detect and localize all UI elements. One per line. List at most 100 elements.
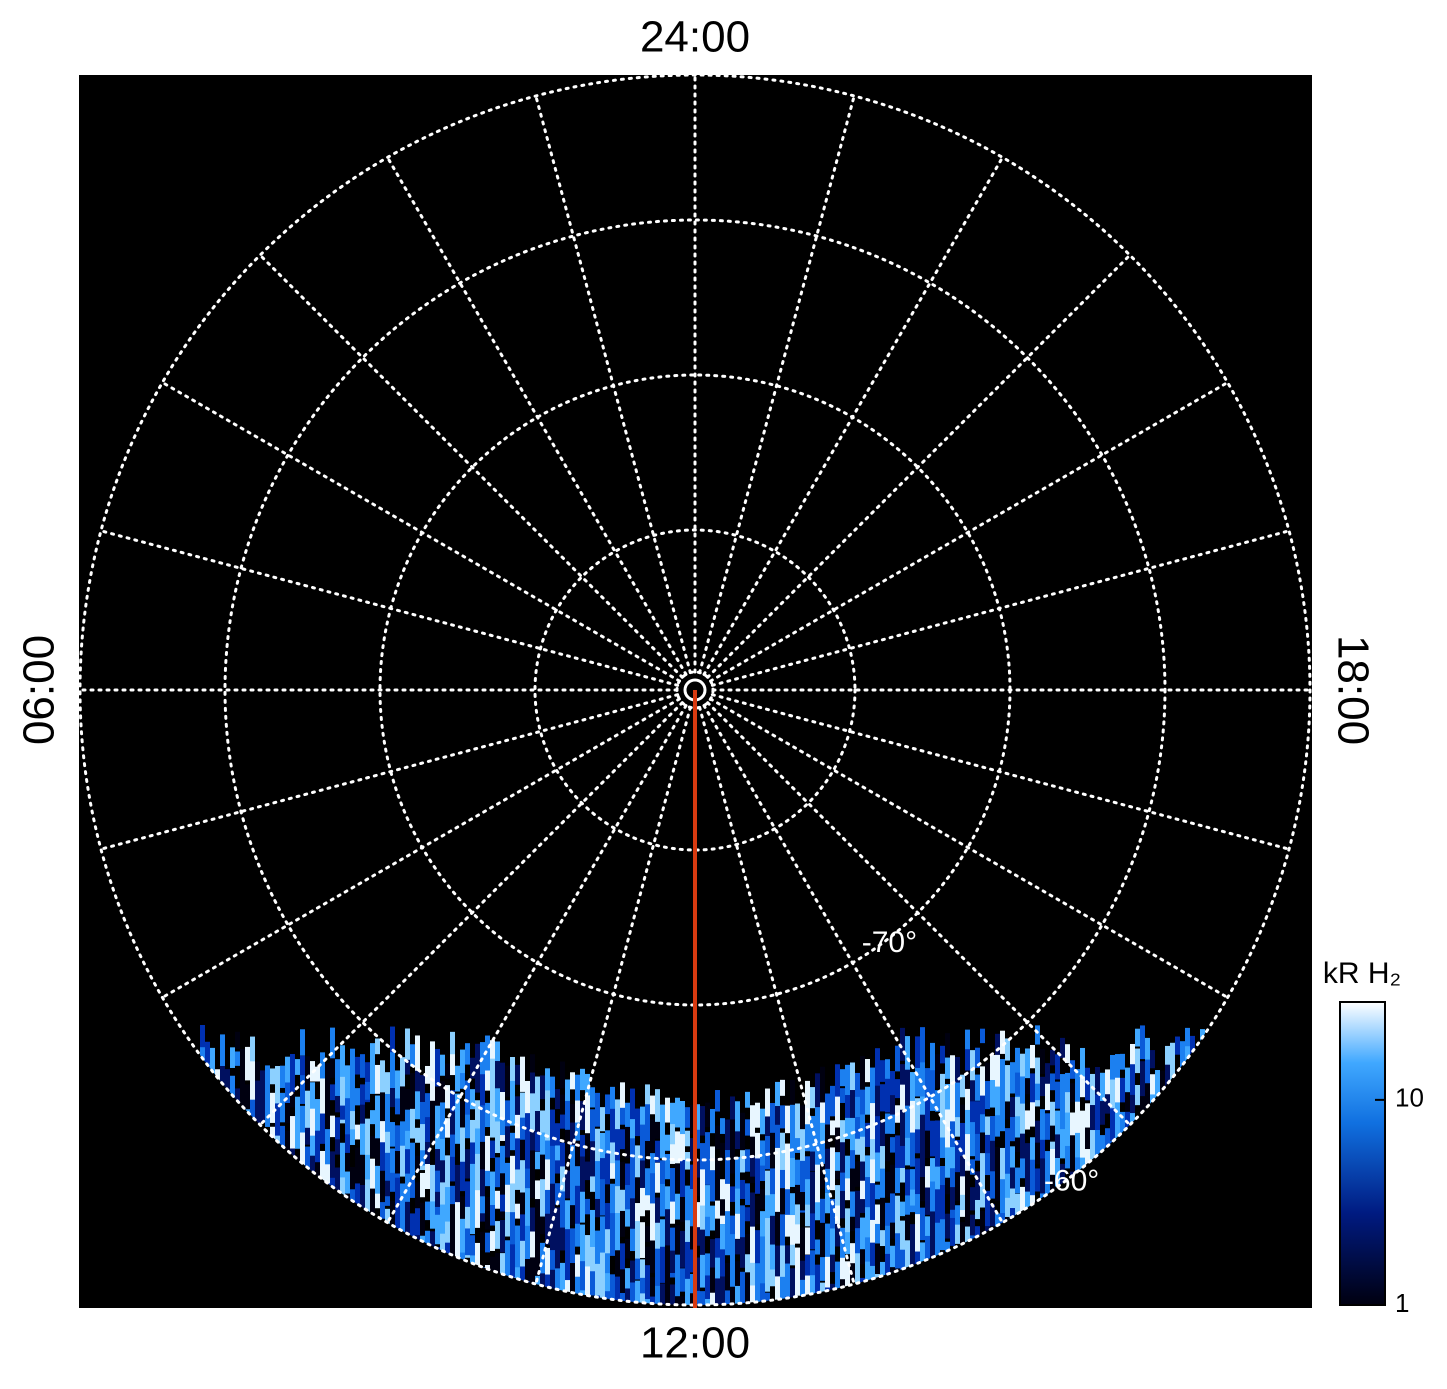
emission-pixel bbox=[650, 1119, 655, 1173]
emission-pixel bbox=[1055, 1110, 1060, 1138]
emission-pixel bbox=[975, 1047, 980, 1068]
emission-pixel bbox=[1080, 1308, 1085, 1334]
emission-pixel bbox=[1015, 1167, 1020, 1194]
emission-pixel bbox=[715, 1238, 720, 1259]
emission-pixel bbox=[855, 1096, 860, 1127]
emission-pixel bbox=[630, 1282, 635, 1305]
emission-pixel bbox=[525, 1132, 530, 1183]
emission-pixel bbox=[945, 1057, 950, 1079]
emission-pixel bbox=[255, 1080, 260, 1120]
emission-pixel bbox=[330, 1151, 335, 1188]
emission-pixel bbox=[555, 1089, 560, 1110]
emission-pixel bbox=[650, 1240, 655, 1273]
emission-pixel bbox=[700, 1143, 705, 1173]
emission-pixel bbox=[970, 1050, 975, 1081]
emission-pixel bbox=[575, 1223, 580, 1247]
emission-pixel bbox=[1045, 1113, 1050, 1140]
emission-pixel bbox=[610, 1086, 615, 1124]
emission-pixel bbox=[675, 1131, 680, 1164]
emission-pixel bbox=[720, 1249, 725, 1298]
emission-pixel bbox=[620, 1161, 625, 1212]
emission-pixel bbox=[535, 1151, 540, 1170]
emission-pixel bbox=[915, 1214, 920, 1264]
emission-pixel bbox=[485, 1102, 490, 1128]
emission-pixel bbox=[1080, 1047, 1085, 1093]
emission-pixel bbox=[755, 1196, 760, 1225]
emission-pixel bbox=[405, 1059, 410, 1075]
emission-pixel bbox=[625, 1185, 630, 1213]
emission-pixel bbox=[680, 1230, 685, 1268]
emission-pixel bbox=[640, 1160, 645, 1202]
emission-pixel bbox=[515, 1246, 520, 1278]
emission-pixel bbox=[1010, 1146, 1015, 1177]
emission-pixel bbox=[500, 1194, 505, 1212]
emission-pixel bbox=[715, 1257, 720, 1289]
emission-pixel bbox=[530, 1231, 535, 1264]
emission-pixel bbox=[565, 1200, 570, 1238]
emission-pixel bbox=[345, 1171, 350, 1209]
emission-pixel bbox=[715, 1178, 720, 1212]
emission-pixel bbox=[950, 1187, 955, 1210]
emission-pixel bbox=[920, 1177, 925, 1202]
emission-pixel bbox=[510, 1212, 515, 1254]
emission-pixel bbox=[815, 1264, 820, 1305]
emission-pixel bbox=[485, 1035, 490, 1078]
emission-pixel bbox=[745, 1183, 750, 1205]
emission-pixel bbox=[510, 1099, 515, 1126]
emission-pixel bbox=[650, 1296, 655, 1305]
emission-pixel bbox=[655, 1162, 660, 1193]
emission-pixel bbox=[575, 1185, 580, 1231]
emission-pixel bbox=[560, 1262, 565, 1301]
emission-pixel bbox=[1015, 1072, 1020, 1096]
emission-pixel bbox=[350, 1111, 355, 1139]
emission-pixel bbox=[820, 1222, 825, 1266]
emission-pixel bbox=[955, 1172, 960, 1201]
emission-pixel bbox=[780, 1079, 785, 1096]
emission-pixel bbox=[575, 1166, 580, 1192]
emission-pixel bbox=[720, 1276, 725, 1305]
emission-pixel bbox=[1005, 1173, 1010, 1208]
emission-pixel bbox=[1000, 1179, 1005, 1223]
emission-pixel bbox=[670, 1168, 675, 1213]
emission-pixel bbox=[410, 1142, 415, 1185]
emission-pixel bbox=[950, 1086, 955, 1134]
emission-pixel bbox=[1135, 1048, 1140, 1074]
emission-pixel bbox=[555, 1183, 560, 1205]
emission-pixel bbox=[355, 1147, 360, 1186]
emission-pixel bbox=[560, 1191, 565, 1228]
emission-pixel bbox=[480, 1169, 485, 1222]
emission-pixel bbox=[925, 1187, 930, 1215]
emission-pixel bbox=[885, 1113, 890, 1136]
emission-pixel bbox=[495, 1121, 500, 1154]
emission-pixel bbox=[425, 1142, 430, 1173]
emission-pixel bbox=[650, 1173, 655, 1218]
emission-pixel bbox=[370, 1136, 375, 1158]
emission-pixel bbox=[375, 1193, 380, 1209]
emission-pixel bbox=[1100, 1072, 1105, 1104]
emission-pixel bbox=[670, 1144, 675, 1164]
emission-pixel bbox=[580, 1224, 585, 1271]
emission-pixel bbox=[585, 1133, 590, 1173]
emission-pixel bbox=[1055, 1054, 1060, 1080]
emission-pixel bbox=[1155, 1070, 1160, 1112]
emission-pixel bbox=[470, 1200, 475, 1235]
meridian bbox=[386, 155, 688, 676]
emission-pixel bbox=[260, 1102, 265, 1123]
emission-pixel bbox=[450, 1204, 455, 1249]
emission-pixel bbox=[625, 1209, 630, 1227]
emission-pixel bbox=[430, 1100, 435, 1132]
emission-pixel bbox=[775, 1276, 780, 1305]
emission-pixel bbox=[460, 1049, 465, 1074]
emission-pixel bbox=[810, 1151, 815, 1172]
emission-pixel bbox=[1060, 1074, 1065, 1108]
emission-pixel bbox=[635, 1203, 640, 1237]
emission-pixel bbox=[785, 1189, 790, 1235]
emission-pixel bbox=[720, 1199, 725, 1216]
emission-pixel bbox=[505, 1162, 510, 1196]
emission-pixel bbox=[490, 1231, 495, 1251]
emission-pixel bbox=[415, 1182, 420, 1220]
emission-pixel bbox=[580, 1068, 585, 1091]
emission-pixel bbox=[435, 1191, 440, 1207]
emission-pixel bbox=[910, 1224, 915, 1262]
emission-pixel bbox=[770, 1102, 775, 1156]
